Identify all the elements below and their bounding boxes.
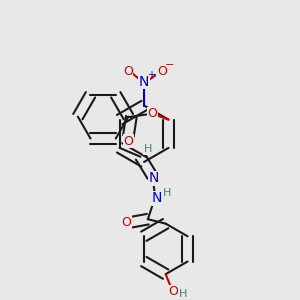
Text: N: N xyxy=(148,172,159,185)
Text: −: − xyxy=(165,60,175,70)
Text: +: + xyxy=(147,70,154,80)
Text: O: O xyxy=(147,107,157,120)
Text: O: O xyxy=(123,135,133,148)
Text: O: O xyxy=(157,64,167,77)
Text: H: H xyxy=(163,188,171,198)
Text: H: H xyxy=(144,144,152,154)
Text: O: O xyxy=(121,216,131,229)
Text: N: N xyxy=(139,75,149,89)
Text: O: O xyxy=(123,64,133,77)
Text: N: N xyxy=(152,191,162,206)
Text: O: O xyxy=(168,286,178,298)
Text: H: H xyxy=(179,290,187,299)
